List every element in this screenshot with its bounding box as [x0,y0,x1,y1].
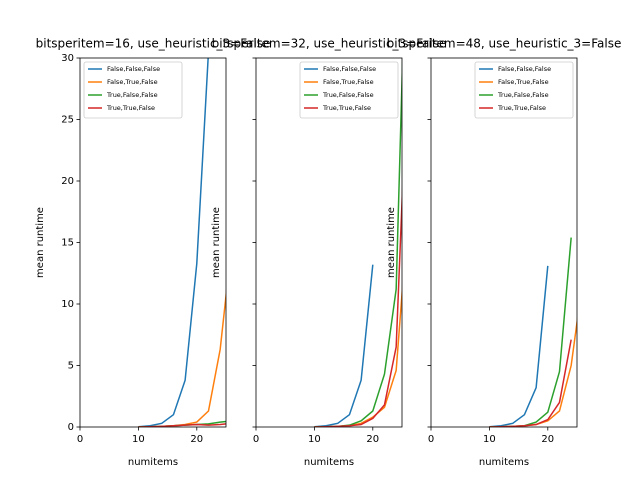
axes: 0 10 20 0 5 10 15 20 25 30 numitems mean runtime Fal… [35,53,227,468]
y-tick-label: 10 [61,299,74,310]
x-tick-label: 10 [132,434,145,445]
y-tick-label: 5 [68,361,74,372]
legend-box [474,61,574,119]
legend-box [83,61,183,119]
titles: bitsperitem=16, use_heuristic_3=Falsebit… [36,37,622,51]
series-line [138,58,209,427]
y-tick-label: 20 [61,176,74,187]
axes: 0 10 20 numitems mean runtime False,False,Fal… [386,57,578,468]
y-tick-label: 30 [61,53,74,64]
chart-title: bitsperitem=32, use_heuristic_3=False [212,37,447,51]
legend-label: False,True,False [323,78,374,86]
x-tick-label: 10 [308,434,321,445]
x-tick-label: 0 [428,434,434,445]
x-tick-label: 10 [483,434,496,445]
plot-area [489,237,577,427]
legend-label: True,True,False [497,104,546,112]
legend-label: False,True,False [107,78,158,86]
legend-box [299,61,399,119]
y-axis-label: mean runtime [386,207,397,278]
legend-label: False,False,False [323,65,376,73]
legend-label: False,False,False [107,65,160,73]
x-tick-label: 0 [77,434,83,445]
series-line [489,265,549,427]
x-axis-label: numitems [304,457,354,468]
axes: 0 10 20 numitems mean runtime False,False,Fal… [211,57,403,468]
legend: False,False,False False,True,False True,Fa… [83,61,183,119]
legend-label: False,True,False [498,78,549,86]
legend-label: True,False,False [322,91,374,99]
y-axis-label: mean runtime [35,207,46,278]
legend-label: True,False,False [497,91,549,99]
legend-label: True,True,False [322,104,371,112]
x-tick-label: 20 [541,434,554,445]
y-tick-label: 0 [68,422,74,433]
series-line [489,339,572,427]
series-line [314,264,374,427]
legend-label: True,True,False [106,104,155,112]
legend: False,False,False False,True,False True,Fa… [299,61,399,119]
y-tick-label: 25 [61,115,74,126]
x-tick-label: 0 [253,434,259,445]
y-axis-label: mean runtime [211,207,222,278]
series-line [489,237,572,427]
y-tick-label: 15 [61,238,74,249]
x-tick-label: 20 [366,434,379,445]
x-tick-label: 20 [190,434,203,445]
x-axis-label: numitems [128,457,178,468]
legend-label: False,False,False [498,65,551,73]
legend: False,False,False False,True,False True,Fa… [474,61,574,119]
chart-title: bitsperitem=48, use_heuristic_3=False [387,37,622,51]
chart-title: bitsperitem=16, use_heuristic_3=False [36,37,271,51]
x-axis-label: numitems [479,457,529,468]
legend-label: True,False,False [106,91,158,99]
